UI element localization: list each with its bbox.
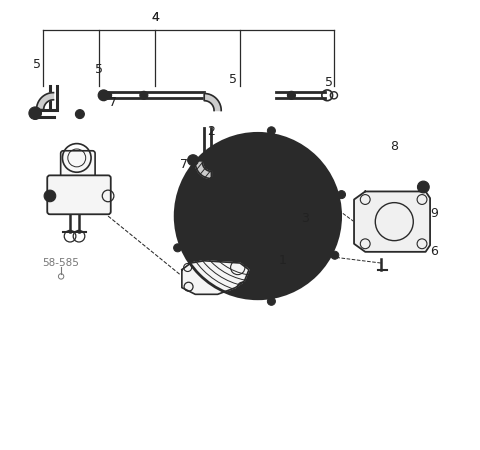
Polygon shape — [36, 93, 53, 110]
Circle shape — [331, 251, 339, 259]
Circle shape — [44, 190, 56, 202]
Text: 2: 2 — [207, 125, 215, 138]
Circle shape — [418, 181, 429, 193]
Circle shape — [188, 155, 198, 166]
Circle shape — [98, 90, 109, 101]
Text: 4: 4 — [151, 10, 159, 23]
Circle shape — [29, 107, 41, 119]
Polygon shape — [204, 94, 221, 111]
Text: 7: 7 — [108, 95, 117, 108]
Circle shape — [211, 190, 219, 198]
Circle shape — [105, 92, 112, 99]
Circle shape — [288, 91, 296, 99]
Text: 9: 9 — [431, 207, 438, 220]
Text: 8: 8 — [390, 140, 398, 153]
Circle shape — [337, 190, 346, 198]
Text: 4: 4 — [151, 10, 159, 23]
Circle shape — [75, 110, 84, 118]
Text: 58-585: 58-585 — [43, 258, 80, 268]
Text: 5: 5 — [33, 58, 40, 72]
Circle shape — [237, 206, 256, 226]
FancyBboxPatch shape — [47, 176, 111, 214]
Text: 5: 5 — [95, 63, 103, 76]
Text: 6: 6 — [431, 245, 438, 258]
Circle shape — [267, 127, 276, 135]
Polygon shape — [195, 162, 211, 179]
Text: 5: 5 — [325, 76, 334, 89]
Circle shape — [175, 133, 341, 299]
Text: 7: 7 — [180, 158, 188, 171]
Circle shape — [267, 297, 276, 306]
Text: 3: 3 — [301, 212, 309, 225]
Text: 5: 5 — [229, 73, 237, 86]
FancyBboxPatch shape — [60, 151, 95, 185]
Polygon shape — [354, 191, 430, 252]
Circle shape — [320, 193, 326, 199]
Circle shape — [174, 244, 181, 252]
Text: 1: 1 — [278, 254, 287, 267]
Circle shape — [140, 91, 148, 99]
Polygon shape — [182, 261, 249, 294]
